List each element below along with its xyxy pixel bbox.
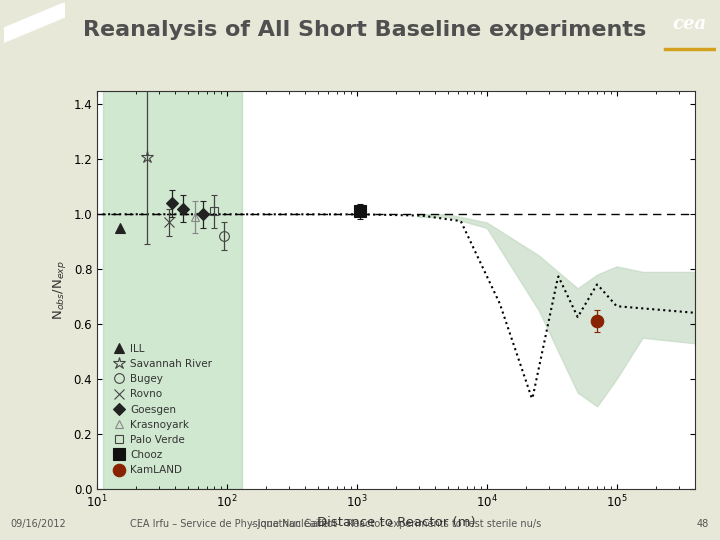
Text: Reanalysis of All Short Baseline experiments: Reanalysis of All Short Baseline experim… — [83, 20, 646, 40]
Legend: ILL, Savannah River, Bugey, Rovno, Goesgen, Krasnoyark, Palo Verde, Chooz, KamLA: ILL, Savannah River, Bugey, Rovno, Goesg… — [109, 340, 217, 480]
Text: 48: 48 — [697, 518, 709, 529]
Polygon shape — [4, 3, 65, 42]
Bar — [102, 91, 242, 489]
X-axis label: Distance to Reactor (m): Distance to Reactor (m) — [317, 516, 475, 529]
Y-axis label: N$_{obs}$/N$_{exp}$: N$_{obs}$/N$_{exp}$ — [51, 260, 68, 320]
Text: 09/16/2012: 09/16/2012 — [11, 518, 66, 529]
Text: cea: cea — [672, 15, 706, 33]
Text: CEA Irfu – Service de Physique Nucléaire: CEA Irfu – Service de Physique Nucléaire — [130, 518, 328, 529]
Text: - Jonathan Gaffiot-  Reactor experiments to test sterile nu/s: - Jonathan Gaffiot- Reactor experiments … — [251, 518, 541, 529]
